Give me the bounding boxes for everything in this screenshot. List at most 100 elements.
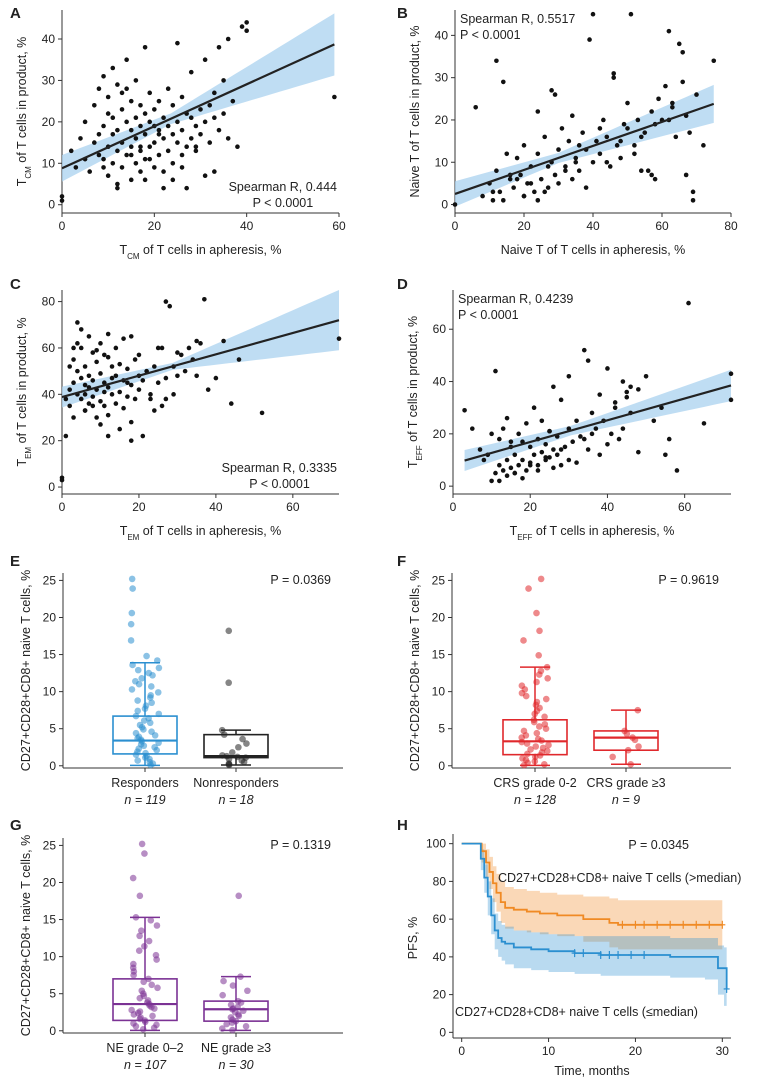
data-point	[147, 90, 153, 96]
data-point	[96, 86, 102, 92]
data-point	[110, 131, 116, 137]
box	[203, 1000, 269, 1022]
data-point	[620, 379, 626, 384]
data-point	[117, 426, 123, 432]
x-tick-label: 20	[629, 1044, 643, 1058]
y-tick-label: 25	[43, 838, 57, 852]
text-span: T	[15, 178, 29, 186]
data-point	[674, 468, 680, 473]
data-point	[63, 396, 69, 402]
data-point	[161, 136, 166, 141]
data-point	[490, 189, 496, 195]
data-point	[616, 436, 622, 442]
data-point	[151, 1005, 158, 1012]
x-tick-label: 20	[132, 500, 146, 514]
data-point	[124, 57, 129, 63]
data-point	[134, 697, 141, 704]
data-point	[221, 338, 226, 344]
data-point	[132, 1023, 140, 1030]
data-point	[635, 743, 642, 750]
data-point	[593, 426, 599, 431]
data-point	[102, 380, 107, 386]
data-point	[147, 917, 155, 924]
data-point	[188, 69, 194, 75]
data-point	[532, 743, 540, 750]
data-point	[142, 131, 148, 137]
data-point	[105, 173, 111, 179]
data-point	[625, 100, 630, 106]
x-axis-label: Naive T of T cells in apheresis, %	[501, 243, 686, 257]
data-point	[639, 134, 644, 140]
data-point	[82, 364, 88, 369]
panel-letter: A	[10, 5, 21, 22]
data-point	[175, 40, 180, 46]
data-point	[686, 300, 691, 306]
y-tick-label: 20	[432, 610, 446, 624]
data-point	[86, 373, 92, 379]
data-point	[124, 152, 129, 158]
text-span: T	[15, 459, 29, 467]
y-tick-label: 20	[433, 427, 447, 441]
data-point	[236, 357, 242, 362]
subscript: EM	[127, 533, 139, 542]
data-point	[547, 428, 552, 434]
data-point	[625, 126, 630, 131]
data-point	[611, 75, 616, 80]
data-point	[142, 44, 148, 50]
x-axis-label: Time, months	[554, 1064, 629, 1078]
data-point	[240, 758, 248, 766]
x-tick-label: 10	[542, 1044, 556, 1058]
data-point	[159, 403, 165, 409]
data-point	[96, 131, 102, 137]
series-label-low: CD27+CD28+CD8+ naive T cells (≤median)	[455, 1005, 698, 1019]
data-point	[115, 82, 120, 87]
panel-letter: C	[10, 276, 21, 293]
data-point	[244, 20, 249, 25]
data-point	[570, 113, 575, 119]
data-point	[134, 757, 141, 764]
data-point	[243, 740, 250, 747]
data-point	[500, 468, 506, 473]
data-point	[161, 185, 166, 191]
data-point	[128, 686, 136, 693]
data-point	[90, 394, 96, 399]
data-point	[175, 350, 180, 355]
data-point	[138, 148, 143, 154]
data-point	[551, 447, 556, 452]
data-point	[152, 165, 157, 170]
data-point	[228, 401, 234, 406]
fit-line	[454, 102, 715, 196]
data-point	[525, 181, 530, 186]
data-point	[512, 452, 518, 458]
data-point	[728, 371, 734, 376]
data-point	[535, 723, 543, 730]
data-point	[132, 357, 138, 362]
data-point	[138, 674, 145, 682]
y-axis-label: TEM of T cells in product, %	[15, 317, 33, 466]
y-tick-label: 20	[435, 113, 449, 127]
x-tick-label: 0	[450, 500, 457, 514]
data-point	[632, 151, 637, 157]
data-point	[539, 418, 545, 424]
data-point	[683, 172, 689, 178]
data-point	[531, 452, 537, 458]
data-point	[533, 609, 540, 617]
y-tick-label: 30	[42, 73, 56, 87]
y-tick-label: 10	[432, 685, 446, 699]
data-point	[589, 431, 595, 437]
y-tick-label: 0	[48, 198, 55, 212]
data-point	[145, 937, 153, 945]
data-point	[156, 127, 162, 133]
data-point	[543, 455, 548, 460]
data-point	[92, 140, 97, 145]
data-point	[500, 426, 506, 431]
data-point	[101, 123, 106, 129]
y-tick-label: 40	[433, 950, 447, 964]
data-point	[129, 585, 136, 592]
data-point	[545, 741, 552, 749]
panel-letter: E	[10, 553, 20, 570]
data-point	[82, 392, 88, 397]
data-point	[165, 148, 171, 154]
data-point	[680, 79, 685, 85]
data-point	[117, 361, 123, 367]
